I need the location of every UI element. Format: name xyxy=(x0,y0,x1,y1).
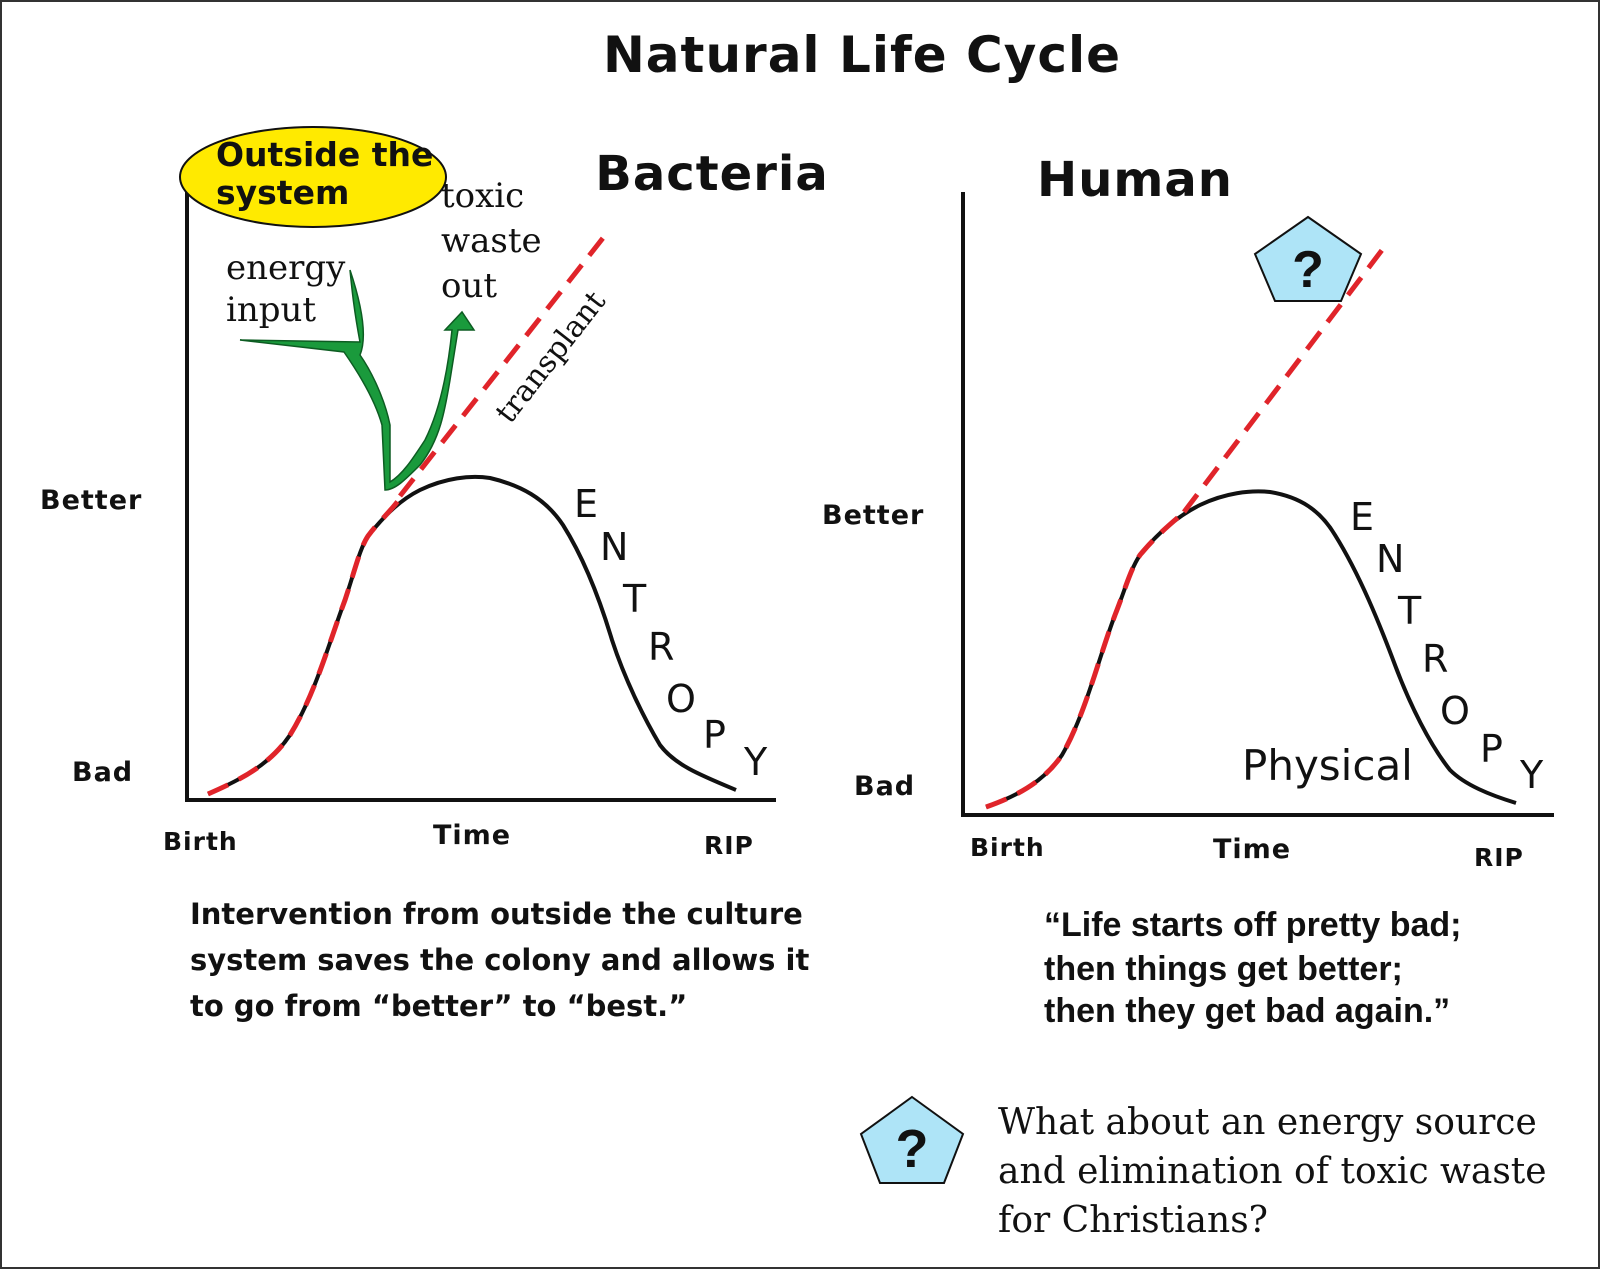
physical-label: Physical xyxy=(1242,741,1413,790)
human-question-mark: ? xyxy=(1292,241,1324,299)
bacteria-entropy-e: E xyxy=(574,482,598,526)
footer-line1: What about an energy source xyxy=(998,1102,1537,1143)
footer-question-mark: ? xyxy=(896,1119,929,1179)
bacteria-entropy-y: Y xyxy=(743,740,768,784)
outside-system-callout xyxy=(179,126,447,228)
human-entropy-o: O xyxy=(1440,689,1470,733)
bacteria-caption-line1: Intervention from outside the culture xyxy=(190,897,803,931)
human-y-bad: Bad xyxy=(854,771,915,802)
human-quote-line1: “Life starts off pretty bad; xyxy=(1044,906,1461,944)
human-quote-line3: then they get bad again.” xyxy=(1044,992,1450,1030)
bacteria-caption-line3: to go from “better” to “best.” xyxy=(190,989,687,1023)
human-entropy-p: P xyxy=(1480,727,1503,771)
bacteria-growth-dashes xyxy=(206,496,403,797)
human-panel: Human Better Bad Birth Time RIP ? E N T … xyxy=(822,152,1554,1030)
bacteria-entropy-t: T xyxy=(622,577,647,621)
human-entropy-e: E xyxy=(1350,495,1374,539)
bacteria-caption-line2: system saves the colony and allows it xyxy=(190,943,809,977)
human-quote-line2: then things get better; xyxy=(1044,950,1403,988)
human-entropy-r: R xyxy=(1422,637,1448,681)
bacteria-x-birth: Birth xyxy=(163,827,238,856)
main-title: Natural Life Cycle xyxy=(603,26,1121,84)
bacteria-entropy-p: P xyxy=(703,713,726,757)
footer-line2: and elimination of toxic waste xyxy=(998,1151,1547,1192)
footer-line3: for Christians? xyxy=(998,1200,1268,1241)
human-x-time: Time xyxy=(1213,834,1291,865)
bacteria-y-better: Better xyxy=(40,485,142,516)
footer-question-pentagon-icon xyxy=(859,1095,965,1184)
human-y-better: Better xyxy=(822,500,924,531)
footer-question: ? What about an energy source and elimin… xyxy=(859,1095,1547,1241)
human-entropy-y: Y xyxy=(1519,753,1544,797)
bacteria-title: Bacteria xyxy=(595,146,828,202)
human-title: Human xyxy=(1037,152,1233,208)
bacteria-entropy-n: N xyxy=(600,525,628,569)
bacteria-entropy-o: O xyxy=(666,677,696,721)
bacteria-panel: Bacteria Better Bad Birth Time RIP trans… xyxy=(40,126,828,1023)
bacteria-entropy-r: R xyxy=(648,625,674,669)
human-extension-dashed-line xyxy=(1182,248,1384,514)
question-pentagon-icon xyxy=(1253,215,1363,302)
human-x-birth: Birth xyxy=(970,833,1045,862)
energy-label-line2: input xyxy=(226,290,316,330)
human-growth-dashes xyxy=(985,512,1184,810)
bacteria-x-rip: RIP xyxy=(704,831,754,860)
callout-line1: Outside the xyxy=(216,135,433,174)
bacteria-y-bad: Bad xyxy=(72,757,133,788)
human-entropy-t: T xyxy=(1397,589,1422,633)
toxic-label-line1: toxic xyxy=(441,176,524,216)
energy-flow-arrow-icon xyxy=(239,269,476,491)
toxic-label-line2: waste xyxy=(441,221,542,261)
transplant-dashed-line xyxy=(398,236,605,498)
energy-label-line1: energy xyxy=(226,248,346,288)
human-entropy-n: N xyxy=(1376,537,1404,581)
bacteria-x-time: Time xyxy=(433,820,511,851)
toxic-label-line3: out xyxy=(441,266,497,306)
callout-line2: system xyxy=(216,173,349,212)
human-x-rip: RIP xyxy=(1474,843,1524,872)
